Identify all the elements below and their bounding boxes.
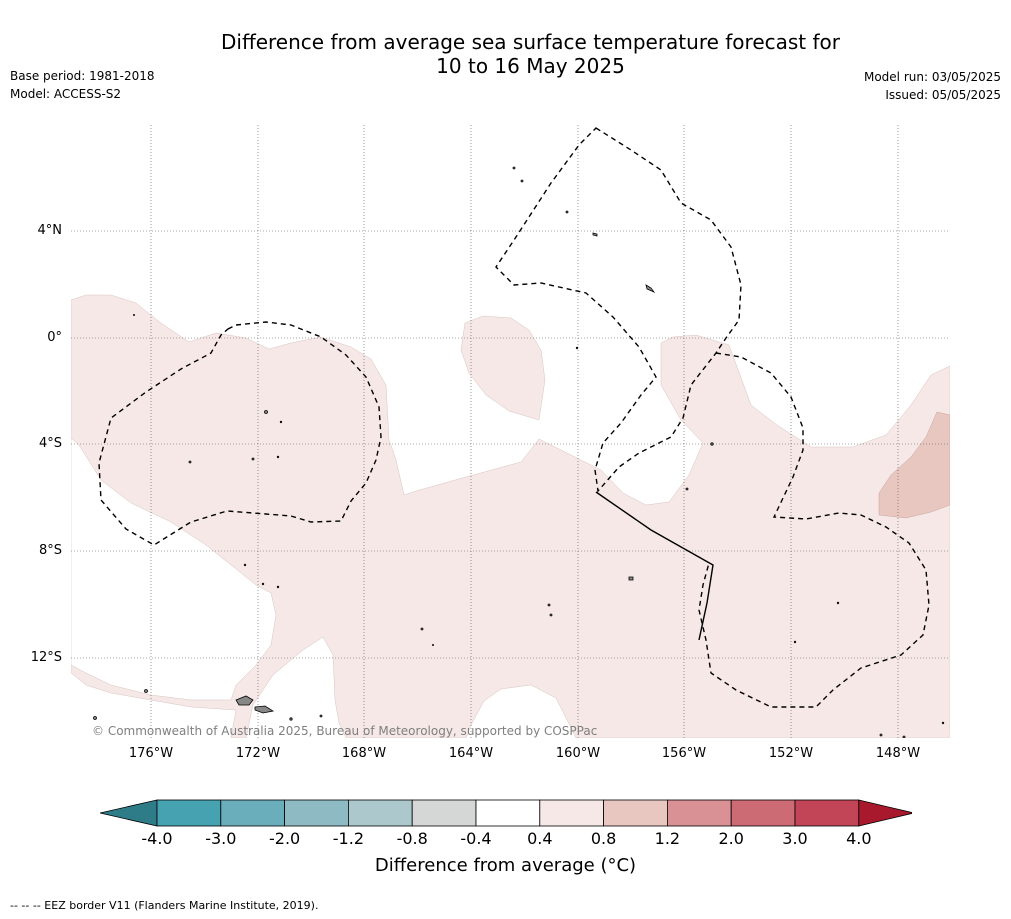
- lon-label-168w: 168°W: [341, 746, 387, 761]
- model-info: Base period: 1981-2018 Model: ACCESS-S2: [10, 67, 155, 103]
- eez-cook-islands: [698, 352, 930, 708]
- colorbar-segment: [156, 799, 222, 827]
- colorbar-tick-label: -3.0: [205, 829, 237, 848]
- colorbar-segment: [284, 799, 349, 827]
- lat-label-0: 0°: [47, 330, 62, 345]
- eez-footnote: -- -- -- EEZ border V11 (Flanders Marine…: [10, 899, 319, 912]
- colorbar-tick-label: -0.8: [396, 829, 428, 848]
- copyright-notice: © Commonwealth of Australia 2025, Bureau…: [92, 724, 598, 738]
- colorbar-tick-label: -2.0: [268, 829, 301, 848]
- eez-kiribati-line-north: [495, 127, 742, 493]
- lon-label-152w: 152°W: [768, 746, 814, 761]
- model-run-date: Model run: 03/05/2025: [863, 70, 1001, 84]
- colorbar-segment: [539, 799, 604, 827]
- colorbar-tick-label: 3.0: [782, 829, 808, 848]
- title-line-1: Difference from average sea surface temp…: [220, 30, 840, 54]
- run-info: Model run: 03/05/2025 Issued: 05/05/2025: [864, 68, 1001, 104]
- eez-boundary-solid: [595, 491, 714, 641]
- lon-label-156w: 156°W: [661, 746, 707, 761]
- colorbar-tick-label: 4.0: [846, 829, 872, 848]
- lat-label-4s: 4°S: [38, 436, 62, 451]
- anomaly-region-isolated: [460, 315, 546, 421]
- colorbar-tick-label: -4.0: [141, 829, 173, 848]
- colorbar-segment: [730, 799, 796, 827]
- lon-label-160w: 160°W: [555, 746, 601, 761]
- colorbar-segment: [475, 799, 541, 827]
- colorbar-label: Difference from average (°C): [374, 855, 637, 876]
- white-pocket-west: [71, 437, 277, 701]
- island-upolu: [254, 705, 275, 714]
- base-period: Base period: 1981-2018: [10, 69, 155, 83]
- colorbar-tick-label: -0.4: [460, 829, 492, 848]
- anomaly-region-warm: [878, 411, 950, 519]
- colorbar-segment: [603, 799, 668, 827]
- colorbar-segment: [347, 799, 413, 827]
- anomaly-region-main: [71, 294, 950, 738]
- colorbar-segment: [411, 799, 477, 827]
- colorbar: [100, 799, 912, 827]
- colorbar-segment: [220, 799, 286, 827]
- colorbar-tick-label: 0.4: [527, 829, 553, 848]
- lat-label-4n: 4°N: [37, 223, 63, 238]
- eez-borders: [98, 127, 930, 708]
- colorbar-segment: [794, 799, 860, 827]
- colorbar-extend-high: [858, 799, 912, 827]
- colorbar-tick-label: -1.2: [332, 829, 364, 848]
- islands: [93, 166, 945, 738]
- colorbar-tick-label: 1.2: [654, 829, 681, 848]
- lon-label-172w: 172°W: [235, 746, 281, 761]
- lon-label-164w: 164°W: [448, 746, 494, 761]
- colorbar-extend-low: [100, 799, 158, 827]
- eez-tokelau: [98, 321, 382, 546]
- colorbar-tick-label: 0.8: [590, 829, 617, 848]
- lat-label-12s: 12°S: [30, 650, 62, 665]
- colorbar-tick-label: 2.0: [718, 829, 744, 848]
- lon-label-176w: 176°W: [128, 746, 174, 761]
- island-savaii: [235, 695, 254, 706]
- model-name: Model: ACCESS-S2: [10, 87, 122, 101]
- lat-label-8s: 8°S: [38, 543, 62, 558]
- map-title: Difference from average sea surface temp…: [0, 30, 1011, 78]
- sst-anomaly-map: [71, 125, 950, 738]
- issued-date: Issued: 05/05/2025: [885, 88, 1001, 102]
- title-line-2: 10 to 16 May 2025: [436, 54, 625, 78]
- colorbar-segment: [667, 799, 732, 827]
- lon-label-148w: 148°W: [875, 746, 921, 761]
